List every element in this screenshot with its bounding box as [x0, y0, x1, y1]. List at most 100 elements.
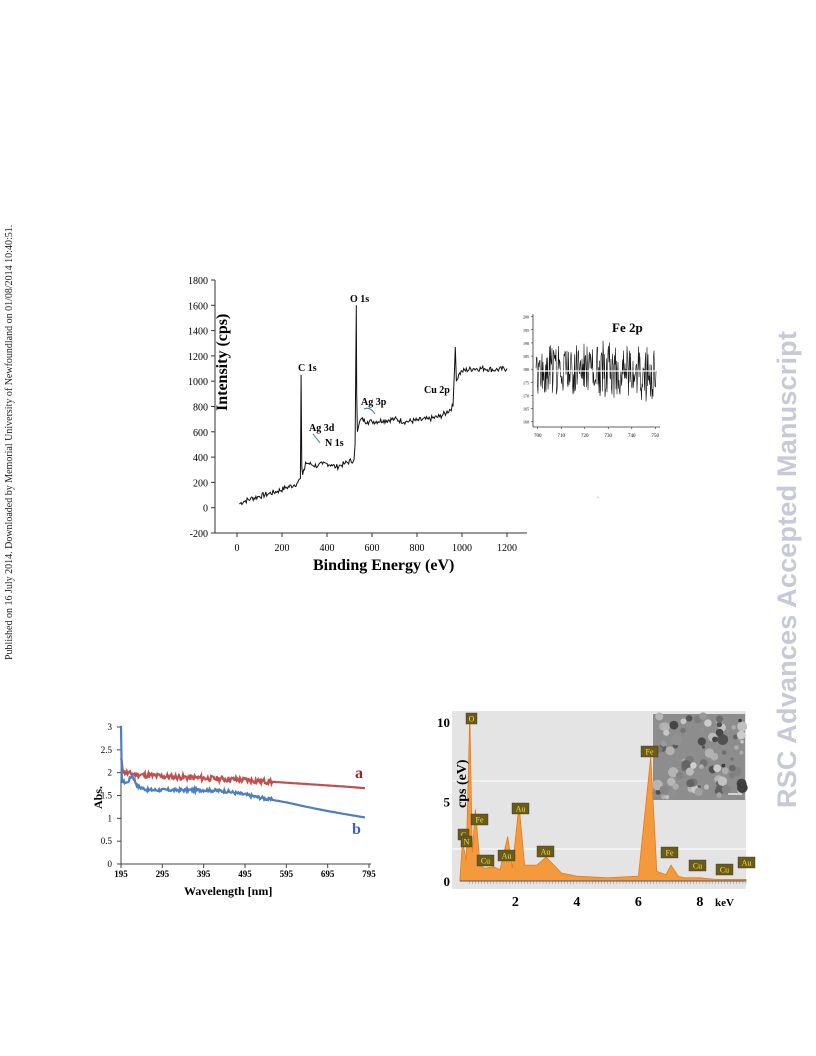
sem-grain: [672, 783, 679, 790]
uv-y-axis-label: Abs.: [91, 786, 105, 809]
uv-x-tick-label: 195: [114, 869, 128, 879]
xps-y-tick-label: 600: [193, 428, 208, 439]
uv-y-tick-label: 2.5: [101, 745, 113, 755]
sem-grain: [655, 789, 661, 795]
edx-peak-label: Au: [516, 805, 526, 814]
sem-grain: [717, 734, 729, 745]
edx-peak-label: Au: [742, 859, 752, 868]
uv-x-tick-label: 395: [197, 869, 211, 879]
fe2p-inset-chart: 160 165 170 175 180 185 190 195 200 700 710 720 730…: [523, 314, 660, 439]
fe2p-x-tick-label: 720: [581, 434, 589, 439]
sem-grain: [729, 772, 735, 779]
xps-y-tick-label: 1200: [188, 352, 208, 363]
sem-grain: [660, 740, 667, 747]
uv-y-tick-label: 0: [108, 859, 113, 869]
sem-grain: [717, 776, 728, 786]
xps-x-tick-label: 600: [365, 543, 380, 554]
sem-grain: [663, 729, 670, 736]
sem-grain: [733, 734, 738, 740]
edx-peak-label: Au: [541, 848, 551, 857]
sem-grain: [686, 715, 693, 722]
fe2p-y-tick-label: 170: [523, 393, 529, 398]
sem-grain: [740, 740, 744, 744]
sem-grain: [715, 715, 724, 723]
uv-vis-chart: 00.511.522.53 195 295 395 495 595 695 795 a b …: [91, 722, 376, 898]
sem-grain: [667, 789, 676, 798]
sem-grain: [675, 771, 684, 780]
edx-y-tick-label: 5: [444, 794, 451, 809]
uv-x-tick-label: 795: [362, 869, 376, 879]
sem-grain: [669, 720, 679, 730]
uv-y-tick-label: 1.5: [101, 791, 113, 801]
sem-grain: [721, 767, 729, 775]
sem-grain: [685, 767, 695, 776]
xps-y-tick-label: -200: [190, 529, 208, 540]
sem-grain: [660, 722, 670, 732]
edx-peak-label-box: [660, 846, 679, 859]
sem-grain: [731, 725, 736, 730]
sem-grain: [716, 792, 722, 798]
sem-grain: [665, 746, 675, 756]
edx-y-tick-label: 0: [444, 874, 451, 889]
edx-peak-label-box: [476, 854, 495, 867]
xps-x-tick-label: 800: [410, 543, 425, 554]
xps-peak-label-c1s: C 1s: [298, 363, 317, 374]
xps-y-tick-label: 200: [193, 478, 208, 489]
xps-y-tick-label: 1000: [188, 377, 208, 388]
uv-series-b-label: b: [352, 821, 361, 838]
sem-grain: [739, 750, 744, 755]
edx-x-tick-label: 2: [512, 895, 519, 910]
fe2p-x-tick-label: 730: [605, 434, 613, 439]
sem-grain: [713, 764, 722, 773]
sem-grain: [699, 712, 707, 720]
xps-y-tick-label: 1600: [188, 301, 208, 312]
fe2p-x-tick-label: 710: [557, 434, 565, 439]
xps-x-tick-label: 1000: [452, 543, 472, 554]
sem-grain: [671, 734, 682, 746]
fe2p-y-tick-label: 190: [523, 341, 529, 346]
uv-y-tick-label: 0.5: [101, 836, 113, 846]
edx-peak-label-box: [497, 849, 516, 862]
sem-grain: [716, 722, 723, 728]
sem-grain: [737, 782, 748, 793]
fe2p-x-tick-label: 740: [628, 434, 636, 439]
sem-grain: [701, 745, 706, 749]
uv-x-tick-label: 295: [156, 869, 170, 879]
edx-x-unit-label: keV: [715, 897, 734, 909]
fe2p-y-tick-label: 185: [523, 354, 529, 359]
sem-grain: [721, 763, 726, 768]
stray-dot-mark: ·: [597, 495, 599, 501]
edx-y-axis-label: cps (eV): [455, 759, 470, 808]
xps-y-tick-label: 0: [203, 504, 208, 515]
sem-grain: [700, 726, 705, 732]
sem-grain: [661, 794, 665, 799]
fe2p-y-tick-label: 180: [523, 367, 529, 372]
edx-x-tick-label: 6: [635, 895, 642, 910]
xps-peak-label-o1s: O 1s: [350, 294, 369, 305]
sem-grain: [686, 779, 695, 788]
sem-grain: [694, 787, 703, 796]
xps-survey-chart: -200 0 200 400 600 800 1000 1200 1400 1600 1800 0 2…: [188, 276, 527, 574]
fe2p-y-tick-label: 195: [523, 328, 529, 333]
uv-y-tick-label: 3: [108, 722, 113, 732]
sem-grain: [680, 727, 686, 734]
sem-grain: [721, 784, 731, 795]
edx-peak-label-box: [460, 835, 473, 848]
sem-grain: [734, 745, 739, 750]
edx-peak-label: O: [469, 715, 475, 724]
sem-grain: [668, 767, 679, 778]
xps-y-tick-label: 1400: [188, 327, 208, 338]
xps-peak-label-ag3d: Ag 3d: [309, 423, 335, 434]
uv-series-b-line: [119, 725, 366, 819]
sem-grain: [715, 728, 724, 737]
edx-spectrum-chart: 0 5 10 2 4 6 8 cps (eV) keV O C Fe N Cu Au Au Au Fe Fe…: [437, 711, 756, 910]
edx-peak-label-box: [688, 859, 707, 872]
edx-peak-label: Fe: [666, 849, 674, 858]
sem-grain: [681, 760, 691, 770]
edx-peak-label: C: [461, 831, 466, 840]
fe2p-x-tick-label: 700: [534, 434, 542, 439]
sem-grain: [665, 795, 670, 800]
edx-x-tick-label: 8: [696, 895, 703, 910]
fe2p-y-tick-label: 165: [523, 407, 529, 412]
